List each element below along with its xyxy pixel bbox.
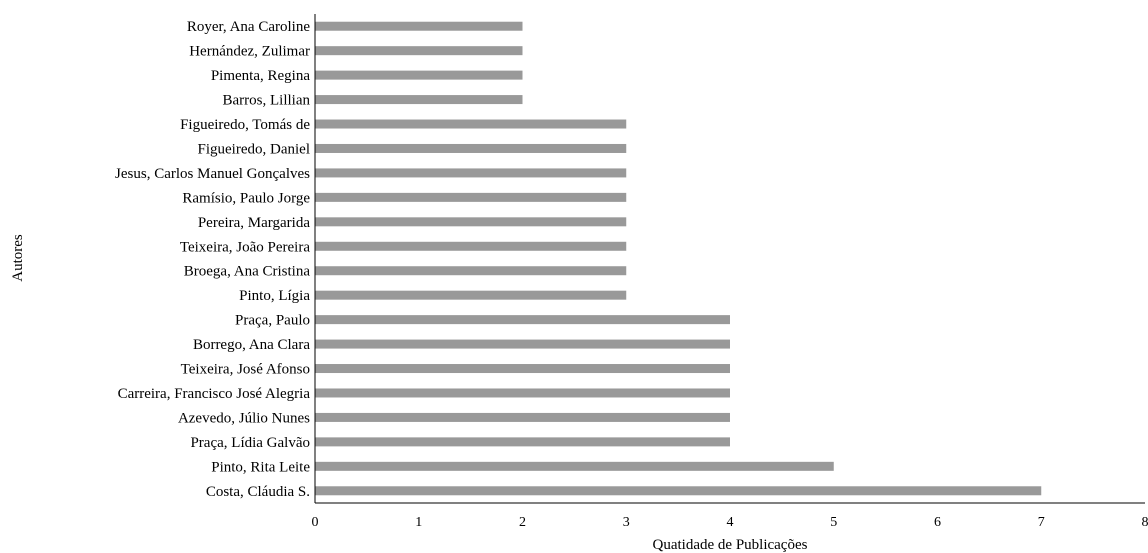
category-label: Pereira, Margarida <box>198 215 311 231</box>
bar <box>315 70 523 80</box>
bar <box>315 168 627 178</box>
category-label: Broega, Ana Cristina <box>184 264 311 280</box>
category-label: Praça, Paulo <box>235 313 310 329</box>
category-label: Borrego, Ana Clara <box>193 337 310 353</box>
bar <box>315 315 730 325</box>
bar <box>315 388 730 398</box>
category-label: Teixeira, João Pereira <box>180 239 310 255</box>
x-tick-label: 0 <box>312 515 319 530</box>
category-label: Jesus, Carlos Manuel Gonçalves <box>115 166 310 182</box>
category-label: Barros, Lillian <box>223 93 311 109</box>
category-label: Teixeira, José Afonso <box>181 362 310 378</box>
category-label: Pinto, Rita Leite <box>211 459 310 475</box>
bar <box>315 266 627 276</box>
category-label: Pinto, Lígia <box>239 288 310 304</box>
bar <box>315 95 523 105</box>
bar <box>315 461 834 471</box>
x-axis-title: Quatidade de Publicações <box>653 537 808 553</box>
bar <box>315 339 730 349</box>
category-label: Royer, Ana Caroline <box>187 19 310 35</box>
x-tick-label: 8 <box>1142 515 1148 530</box>
category-label: Azevedo, Júlio Nunes <box>178 410 310 426</box>
category-label: Figueiredo, Tomás de <box>180 117 310 133</box>
bar <box>315 290 627 300</box>
bar <box>315 119 627 129</box>
bar <box>315 364 730 374</box>
category-label: Ramísio, Paulo Jorge <box>182 190 310 206</box>
x-tick-label: 7 <box>1038 515 1045 530</box>
category-labels: Royer, Ana Caroline Hernández, Zulimar Pim… <box>115 19 310 500</box>
bars-group <box>315 21 1042 496</box>
category-label: Hernández, Zulimar <box>189 44 310 60</box>
bar <box>315 241 627 251</box>
bar <box>315 437 730 447</box>
bar <box>315 217 627 227</box>
x-tick-label: 4 <box>727 515 734 530</box>
bar <box>315 46 523 56</box>
bar <box>315 143 627 153</box>
y-axis-title: Autores <box>10 234 26 282</box>
category-label: Praça, Lídia Galvão <box>190 435 310 451</box>
bar <box>315 486 1042 496</box>
x-tick-label: 5 <box>830 515 837 530</box>
category-label: Figueiredo, Daniel <box>198 141 310 157</box>
category-label: Costa, Cláudia S. <box>206 484 310 500</box>
x-tick-label: 2 <box>519 515 526 530</box>
category-label: Carreira, Francisco José Alegria <box>118 386 311 402</box>
x-tick-label: 6 <box>934 515 941 530</box>
x-tick-label: 3 <box>623 515 630 530</box>
bar <box>315 192 627 202</box>
bar <box>315 412 730 422</box>
bar <box>315 21 523 31</box>
category-label: Pimenta, Regina <box>211 68 310 84</box>
x-tick-label: 1 <box>415 515 422 530</box>
x-tick-labels: 0 1 2 3 4 5 6 7 8 <box>312 515 1148 530</box>
